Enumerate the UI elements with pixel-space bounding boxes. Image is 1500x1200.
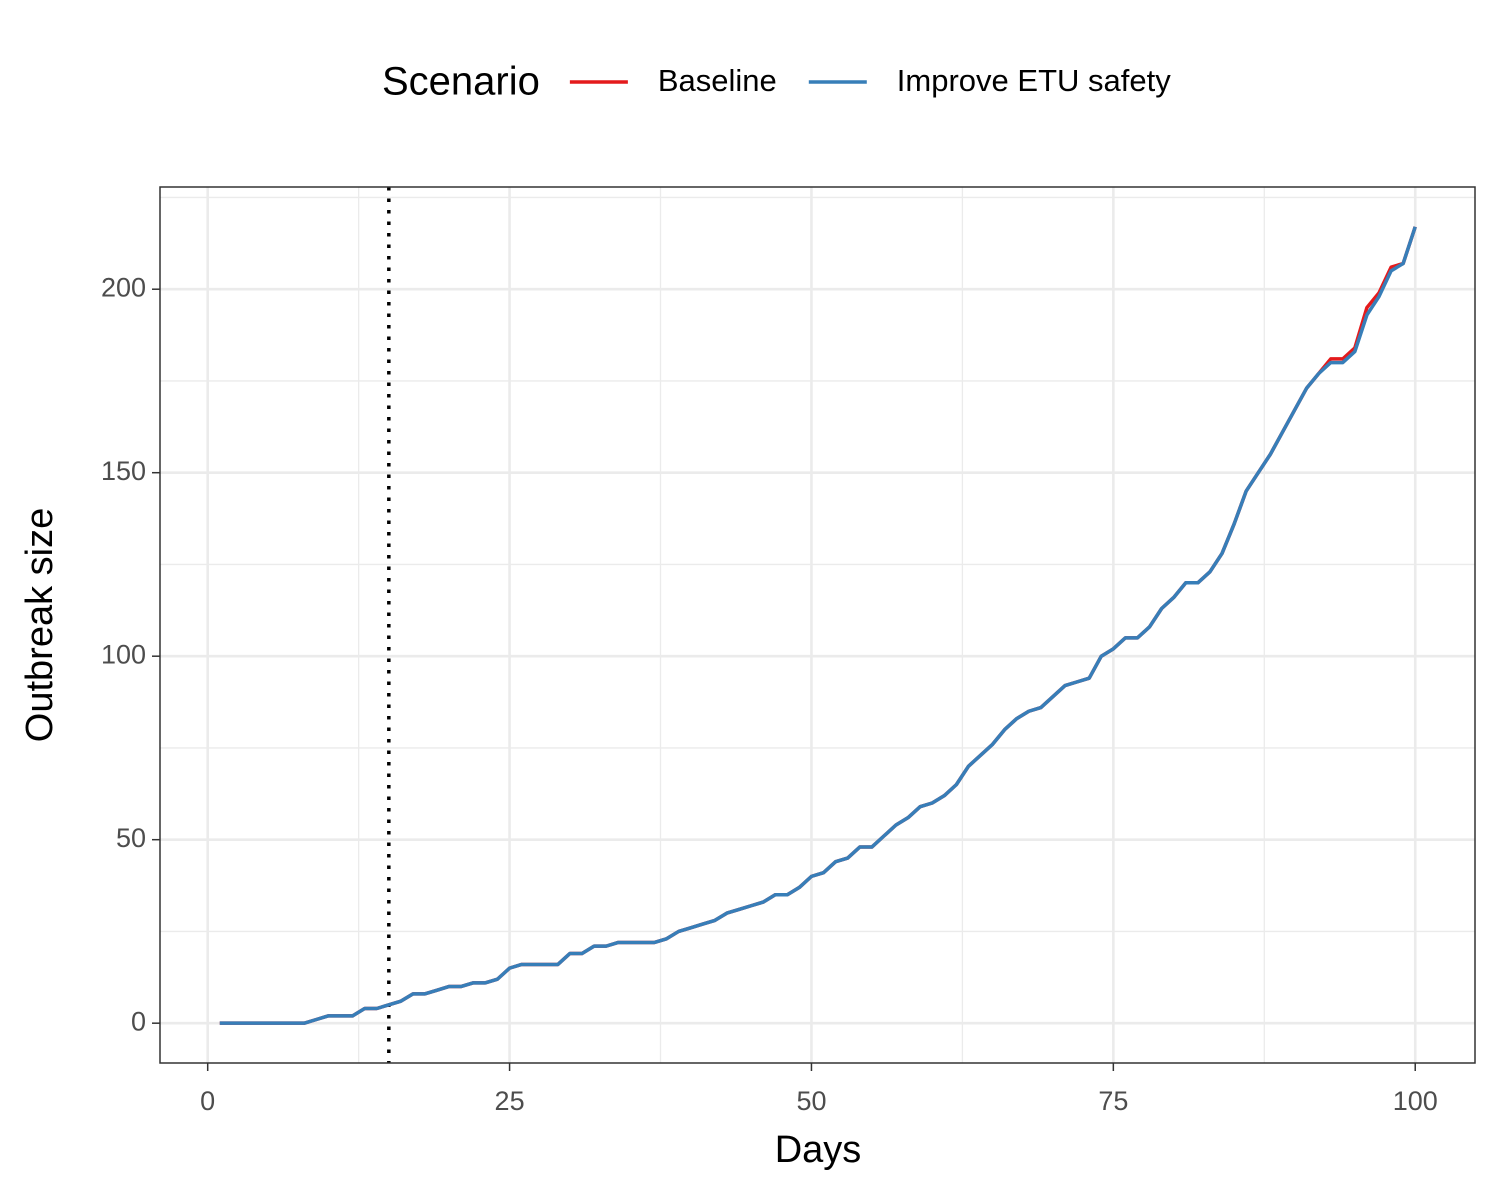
y-tick-label: 0	[131, 1006, 146, 1036]
x-axis-title: Days	[775, 1129, 862, 1171]
y-tick-label: 150	[101, 456, 146, 486]
y-tick-label: 50	[116, 823, 146, 853]
plot-border	[159, 186, 1476, 1064]
y-axis-title: Outbreak size	[19, 508, 61, 742]
x-tick-label: 25	[495, 1086, 525, 1116]
x-tick-label: 75	[1098, 1086, 1128, 1116]
x-tick-label: 50	[796, 1086, 826, 1116]
x-tick-label: 100	[1393, 1086, 1438, 1116]
y-tick-label: 200	[101, 272, 146, 302]
plot-background	[160, 187, 1475, 1063]
series-line	[219, 226, 1417, 1025]
x-tick-label: 0	[200, 1086, 215, 1116]
legend-label: Baseline	[658, 63, 777, 98]
legend-title: Scenario	[382, 60, 540, 104]
y-tick-label: 100	[101, 639, 146, 669]
legend-label: Improve ETU safety	[897, 63, 1171, 98]
